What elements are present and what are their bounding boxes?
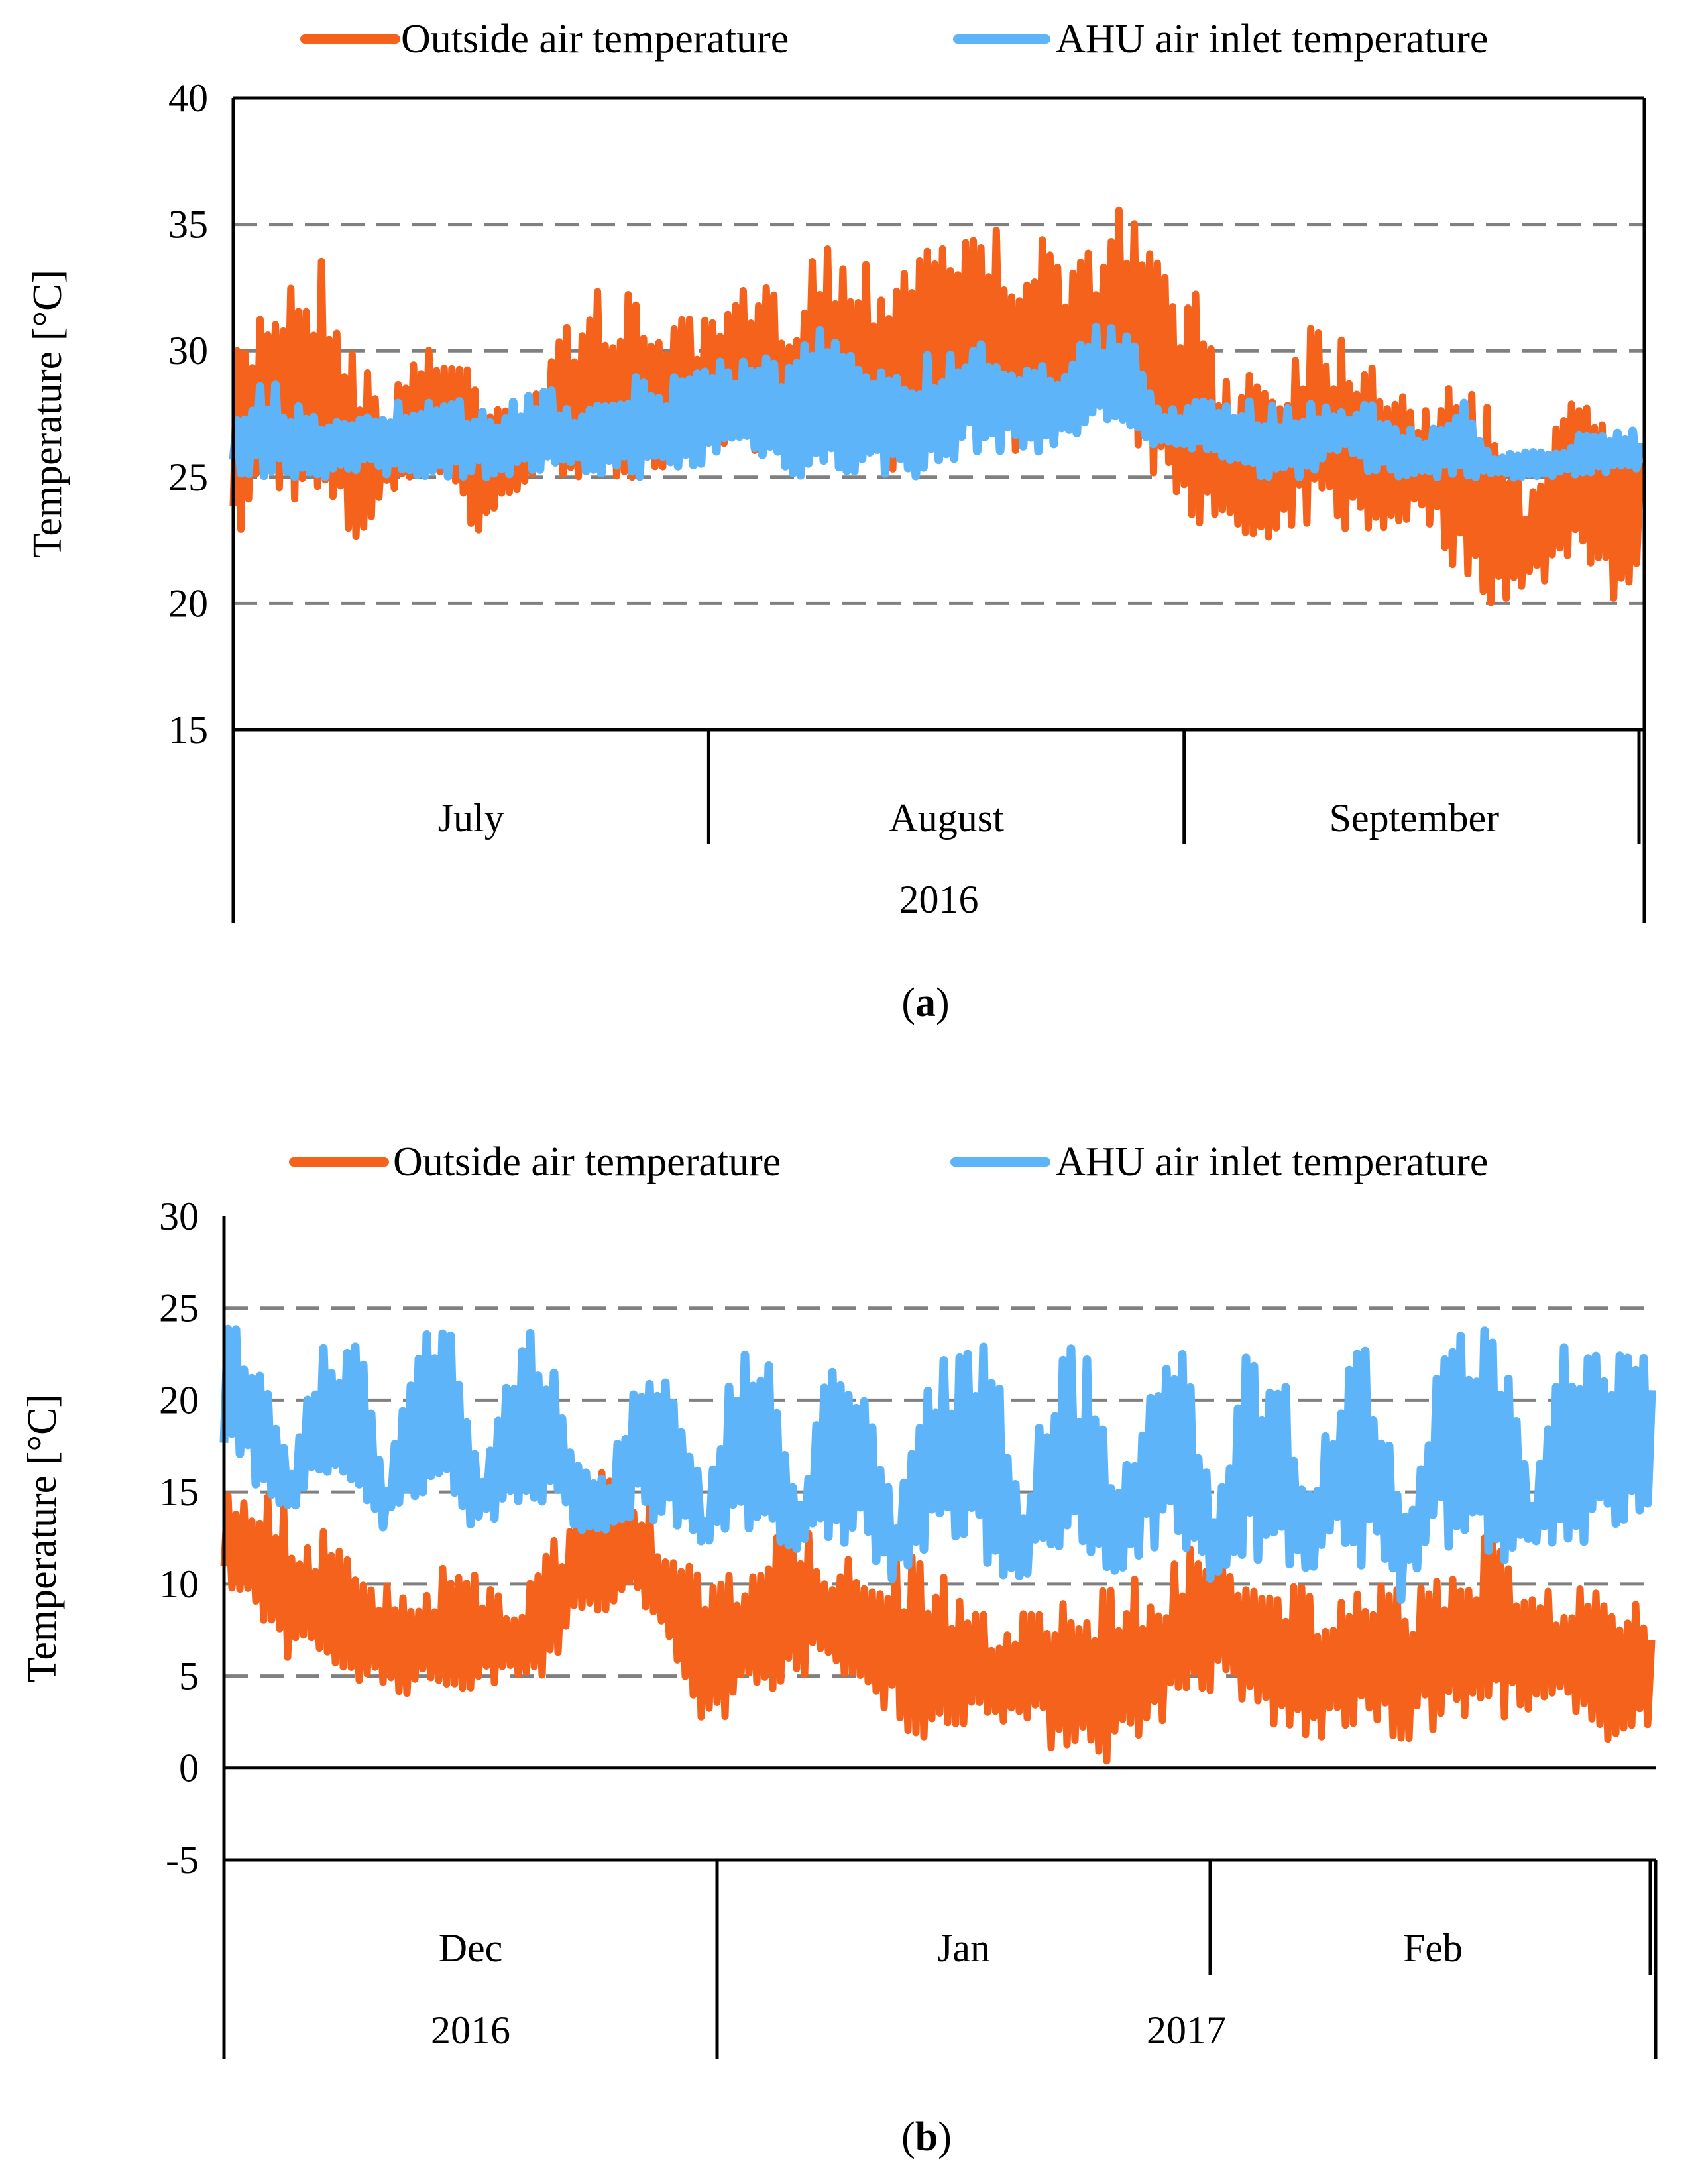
x-year-label: 2016 <box>431 2008 510 2052</box>
y-tick-label: 5 <box>179 1654 199 1698</box>
chart-a: 15 20 25 30 35 40 July August September 2016 Tempe… <box>25 17 1646 1025</box>
x-year-label: 2017 <box>1147 2008 1226 2052</box>
legend-label: AHU air inlet temperature <box>1056 17 1488 62</box>
y-tick-label: 20 <box>168 581 208 625</box>
x-category-label: September <box>1329 796 1500 840</box>
x-category-label: Jan <box>937 1926 990 1970</box>
legend-label: Outside air temperature <box>401 17 789 62</box>
y-tick-label: 25 <box>159 1287 199 1330</box>
caption-paren-close: ) <box>936 980 950 1025</box>
caption-letter: b <box>915 2114 938 2159</box>
caption-paren-open: ( <box>901 980 915 1025</box>
legend-label: Outside air temperature <box>393 1139 781 1184</box>
series-line-ahu-inlet <box>219 1324 1656 1605</box>
y-tick-label: 10 <box>159 1562 199 1606</box>
x-year-label: 2016 <box>899 878 979 921</box>
y-tick-label: -5 <box>166 1838 199 1882</box>
caption-letter: a <box>915 980 936 1025</box>
y-tick-label: 30 <box>168 329 208 373</box>
y-tick-label: 0 <box>179 1746 199 1790</box>
x-category-label: July <box>438 796 504 840</box>
caption-paren-open: ( <box>901 2114 915 2159</box>
y-tick-label: 30 <box>159 1194 199 1238</box>
panel-caption: (a) <box>901 980 949 1025</box>
y-tick-label: 15 <box>168 708 208 752</box>
y-axis-title: Temperature [°C] <box>25 270 70 558</box>
legend-label: AHU air inlet temperature <box>1056 1139 1488 1184</box>
series-line-outside-air <box>220 1469 1656 1765</box>
series-line-outside-air <box>229 206 1644 606</box>
y-tick-label: 25 <box>168 455 208 499</box>
x-category-label: August <box>889 796 1004 840</box>
y-tick-label: 20 <box>159 1378 199 1422</box>
caption-paren-close: ) <box>938 2114 952 2159</box>
y-axis-title: Temperature [°C] <box>20 1394 65 1682</box>
y-tick-label: 40 <box>168 76 208 120</box>
panel-caption: (b) <box>901 2114 952 2159</box>
x-category-label: Dec <box>439 1926 503 1970</box>
chart-b: -5 0 5 10 15 20 25 30 Dec Jan Feb 2016 2017 Temperatu… <box>20 1139 1658 2159</box>
y-tick-label: 35 <box>168 203 208 247</box>
x-category-label: Feb <box>1403 1926 1463 1970</box>
y-tick-label: 15 <box>159 1470 199 1514</box>
series-line-ahu-inlet <box>229 323 1645 482</box>
